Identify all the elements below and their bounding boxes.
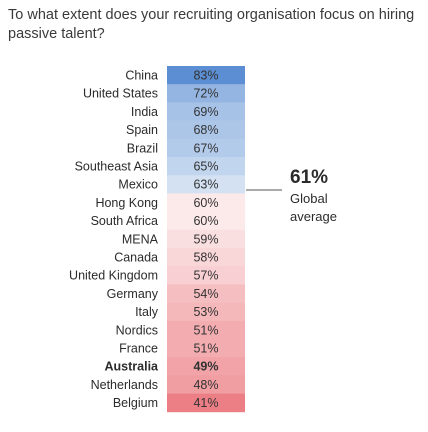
value-label-nordics: 51% [193, 323, 218, 337]
country-label-india: India [131, 105, 158, 119]
bar-southeast-asia [167, 157, 245, 176]
country-label-mexico: Mexico [118, 178, 158, 192]
value-label-mexico: 63% [193, 178, 218, 192]
value-label-australia: 49% [193, 360, 218, 374]
country-label-italy: Italy [135, 305, 159, 319]
country-label-canada: Canada [114, 251, 158, 265]
value-label-hong-kong: 60% [193, 196, 218, 210]
bar-australia [167, 357, 245, 376]
country-label-brazil: Brazil [127, 141, 158, 155]
country-label-spain: Spain [126, 123, 158, 137]
average-label-line2: average [290, 209, 337, 224]
average-value: 61% [290, 167, 328, 188]
bar-mena [167, 229, 245, 249]
bar-nordics [167, 320, 245, 340]
value-label-india: 69% [193, 105, 218, 119]
country-labels: China United States India Spain Brazil Southe… [69, 69, 159, 411]
country-label-hong-kong: Hong Kong [95, 196, 158, 210]
value-label-united-states: 72% [193, 87, 218, 101]
heat-column [167, 66, 245, 413]
value-label-germany: 54% [193, 287, 218, 301]
bar-south-africa [167, 211, 245, 231]
value-label-mena: 59% [193, 232, 218, 246]
country-label-nordics: Nordics [116, 323, 158, 337]
bar-france [167, 339, 245, 358]
value-label-spain: 68% [193, 123, 218, 137]
bar-netherlands [167, 375, 245, 394]
country-label-belgium: Belgium [113, 396, 158, 410]
country-label-netherlands: Netherlands [91, 378, 158, 392]
bar-brazil [167, 138, 245, 158]
country-label-china: China [125, 69, 158, 83]
country-label-south-africa: South Africa [91, 214, 158, 228]
value-label-canada: 58% [193, 251, 218, 265]
value-label-netherlands: 48% [193, 378, 218, 392]
country-label-united-kingdom: United Kingdom [69, 269, 158, 283]
bar-italy [167, 302, 245, 322]
country-label-united-states: United States [83, 87, 158, 101]
country-label-southeast-asia: Southeast Asia [75, 160, 158, 174]
value-label-united-kingdom: 57% [193, 269, 218, 283]
country-label-australia: Australia [105, 360, 160, 374]
country-label-germany: Germany [107, 287, 159, 301]
value-label-belgium: 41% [193, 396, 218, 410]
value-labels: 83% 72% 69% 68% 67% 65% 63% 60% 60% 59% 58% 57% 54% 5… [193, 69, 218, 411]
value-label-france: 51% [193, 342, 218, 356]
bar-china [167, 66, 245, 85]
bar-united-states [167, 84, 245, 103]
bar-canada [167, 248, 245, 267]
country-label-france: France [119, 342, 158, 356]
country-label-mena: MENA [122, 232, 159, 246]
question-title: To what extent does your recruiting orga… [8, 7, 415, 42]
average-label-line1: Global [290, 191, 328, 206]
bar-india [167, 102, 245, 121]
bar-germany [167, 284, 245, 303]
bar-mexico [167, 175, 245, 194]
bar-spain [167, 120, 245, 140]
bar-hong-kong [167, 193, 245, 212]
bar-united-kingdom [167, 266, 245, 285]
value-label-southeast-asia: 65% [193, 160, 218, 174]
value-label-brazil: 67% [193, 141, 218, 155]
value-label-china: 83% [193, 69, 218, 83]
global-average-annotation: 61% Global average [246, 167, 337, 224]
bar-belgium [167, 393, 245, 413]
value-label-south-africa: 60% [193, 214, 218, 228]
value-label-italy: 53% [193, 305, 218, 319]
